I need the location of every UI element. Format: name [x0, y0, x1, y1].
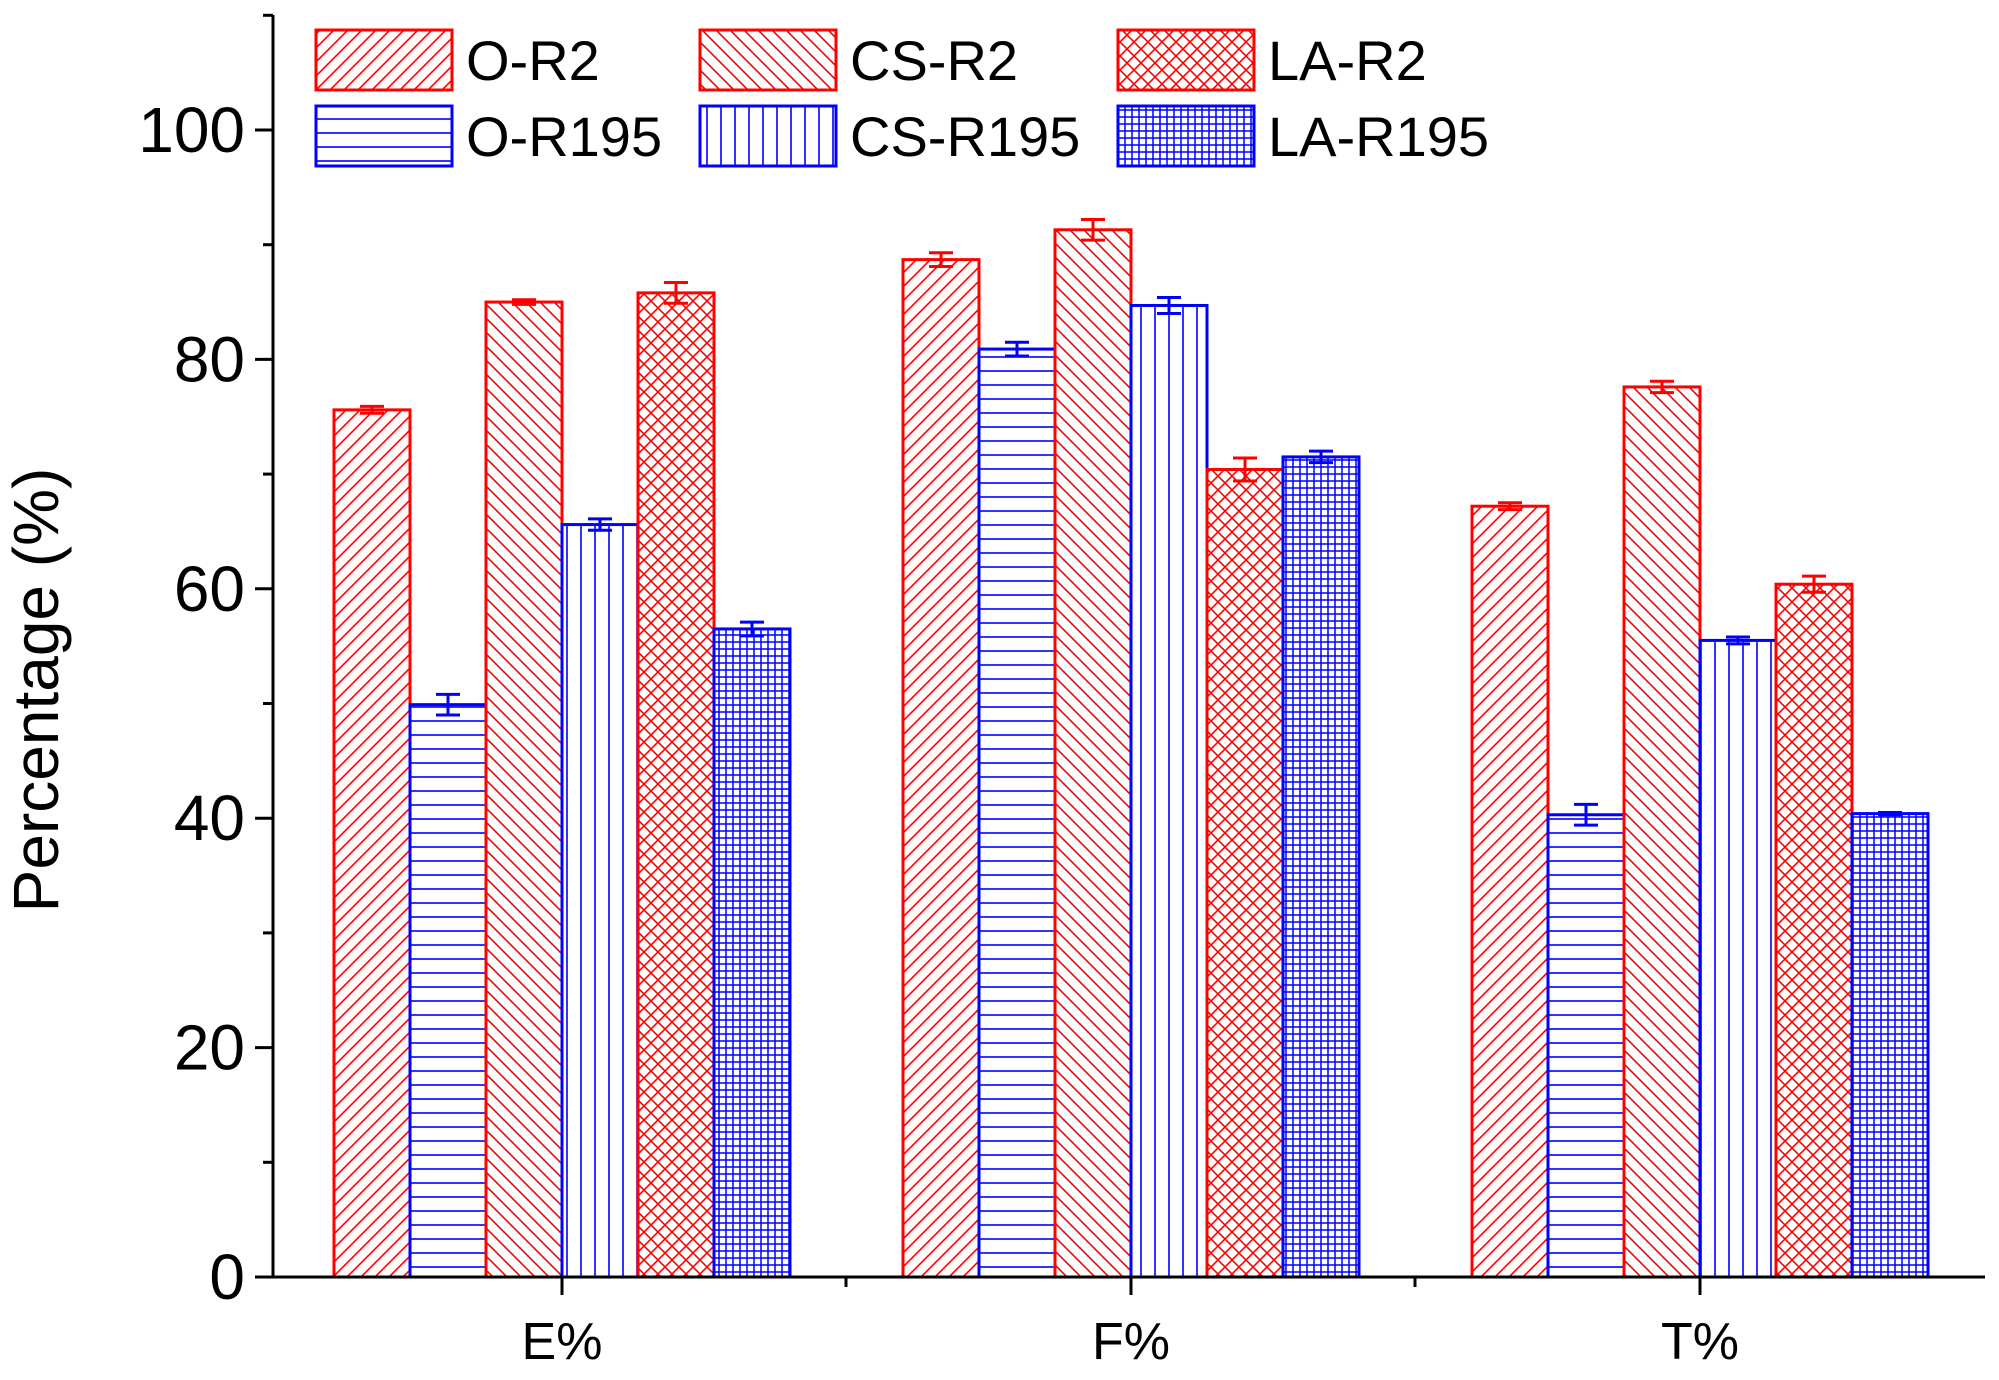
- error-bar-O-R195-F%: [1005, 340, 1029, 358]
- error-bar-LA-R2-T%: [1802, 574, 1826, 594]
- legend-swatch: [1116, 104, 1256, 168]
- legend-item-LA-R195: LA-R195: [1116, 104, 1489, 168]
- y-tick-label: 40: [174, 782, 245, 854]
- bar-CS-R195-T%: [1698, 638, 1778, 1279]
- bar-O-R2-T%: [1470, 504, 1550, 1279]
- bar-CS-R195-F%: [1129, 303, 1209, 1279]
- bar-LA-R2-E%: [636, 291, 716, 1279]
- error-bar-CS-R195-F%: [1157, 295, 1181, 316]
- error-bar-O-R195-E%: [436, 692, 460, 717]
- error-bar-CS-R195-E%: [588, 517, 612, 532]
- legend-item-O-R195: O-R195: [314, 104, 662, 168]
- axes: 0 20 40 60 80 100 E% F% T%: [138, 13, 1985, 1371]
- bar-CS-R2-T%: [1622, 385, 1702, 1279]
- error-bar-CS-R2-E%: [512, 298, 536, 306]
- error-bar-LA-R195-T%: [1878, 810, 1902, 817]
- legend-swatch: [698, 28, 838, 92]
- bar-CS-R2-F%: [1053, 228, 1133, 1279]
- legend-label: O-R2: [466, 29, 600, 92]
- error-bar-LA-R195-F%: [1309, 449, 1333, 465]
- x-tick-label: E%: [522, 1313, 603, 1371]
- legend-label: LA-R2: [1268, 29, 1427, 92]
- bar-LA-R195-F%: [1281, 455, 1361, 1279]
- error-bar-LA-R2-E%: [664, 281, 688, 305]
- legend-swatch: [314, 28, 454, 92]
- error-bars-layer: [360, 217, 1902, 827]
- y-axis-title: Percentage (%): [0, 468, 72, 913]
- bar-CS-R2-E%: [484, 300, 564, 1279]
- x-tick-label: T%: [1661, 1313, 1739, 1371]
- x-tick-label: F%: [1092, 1313, 1170, 1371]
- error-bar-LA-R2-F%: [1233, 456, 1257, 483]
- legend-label: LA-R195: [1268, 105, 1489, 168]
- error-bar-CS-R2-T%: [1650, 379, 1674, 395]
- bar-O-R2-F%: [901, 258, 981, 1279]
- bar-CS-R195-E%: [560, 523, 640, 1279]
- legend-swatch: [1116, 28, 1256, 92]
- legend-swatch: [314, 104, 454, 168]
- bar-LA-R195-T%: [1850, 812, 1930, 1279]
- legend-item-LA-R2: LA-R2: [1116, 28, 1427, 92]
- bar-O-R195-T%: [1546, 813, 1626, 1279]
- legend: O-R2 CS-R2 LA-R2 O-R195 CS-R195 LA-R195: [314, 28, 1489, 168]
- legend-item-CS-R195: CS-R195: [698, 104, 1080, 168]
- bars-layer: [332, 228, 1930, 1279]
- error-bar-O-R2-F%: [929, 251, 953, 268]
- legend-label: CS-R195: [850, 105, 1080, 168]
- bar-O-R195-E%: [408, 703, 488, 1279]
- error-bar-LA-R195-E%: [740, 620, 764, 638]
- bar-O-R2-E%: [332, 408, 412, 1279]
- bar-LA-R195-E%: [712, 627, 792, 1279]
- bar-O-R195-F%: [977, 347, 1057, 1279]
- y-tick-label: 60: [174, 553, 245, 625]
- bar-LA-R2-F%: [1205, 468, 1285, 1279]
- error-bar-O-R2-E%: [360, 404, 384, 415]
- legend-label: O-R195: [466, 105, 662, 168]
- bar-LA-R2-T%: [1774, 582, 1854, 1279]
- legend-swatch: [698, 104, 838, 168]
- y-tick-label: 80: [174, 323, 245, 395]
- legend-label: CS-R2: [850, 29, 1018, 92]
- error-bar-O-R2-T%: [1498, 501, 1522, 512]
- legend-item-CS-R2: CS-R2: [698, 28, 1018, 92]
- legend-item-O-R2: O-R2: [314, 28, 600, 92]
- y-tick-label: 20: [174, 1012, 245, 1084]
- y-tick-label: 0: [209, 1241, 245, 1313]
- y-tick-label: 100: [138, 94, 245, 166]
- error-bar-O-R195-T%: [1574, 802, 1598, 827]
- error-bar-CS-R195-T%: [1726, 635, 1750, 646]
- error-bar-CS-R2-F%: [1081, 217, 1105, 242]
